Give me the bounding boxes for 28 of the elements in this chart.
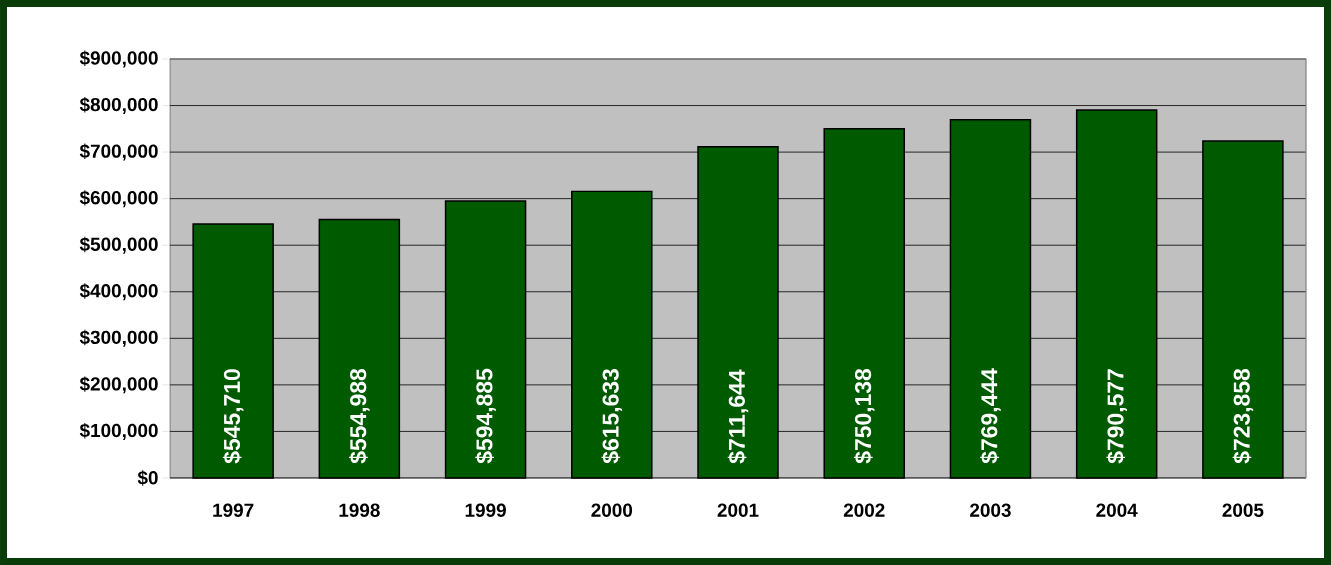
x-tick-label: 2005 xyxy=(1222,503,1264,517)
y-tick-label: $800,000 xyxy=(79,97,158,115)
data-label: $545,710 xyxy=(222,369,244,464)
x-tick-label: 1998 xyxy=(339,503,380,517)
x-tick-label: 2001 xyxy=(717,503,759,517)
y-tick-label: $100,000 xyxy=(79,422,158,440)
data-label: $723,858 xyxy=(1232,368,1254,464)
x-tick-label: 1999 xyxy=(465,503,506,517)
y-tick-label: $200,000 xyxy=(79,376,158,394)
y-tick-label: $500,000 xyxy=(79,236,158,254)
data-label: $711,644 xyxy=(727,369,749,464)
y-tick-label: $300,000 xyxy=(79,329,158,347)
x-tick-label: 2003 xyxy=(970,503,1011,517)
data-label: $790,577 xyxy=(1106,369,1127,464)
data-label: $769,444 xyxy=(980,368,1001,464)
y-tick-label: $400,000 xyxy=(79,283,158,301)
x-tick-label: 2002 xyxy=(843,503,885,517)
data-label: $594,885 xyxy=(475,368,496,464)
data-label: $615,633 xyxy=(601,369,623,464)
y-tick-label: $0 xyxy=(137,470,158,486)
y-tick-label: $600,000 xyxy=(79,190,158,208)
x-tick-label: 2004 xyxy=(1096,503,1138,517)
data-label: $554,988 xyxy=(349,368,370,464)
x-tick-label: 2000 xyxy=(591,503,633,517)
y-tick-label: $900,000 xyxy=(79,50,158,68)
x-tick-label: 1997 xyxy=(213,503,254,517)
data-label: $750,138 xyxy=(853,368,875,464)
y-tick-label: $700,000 xyxy=(79,143,158,161)
